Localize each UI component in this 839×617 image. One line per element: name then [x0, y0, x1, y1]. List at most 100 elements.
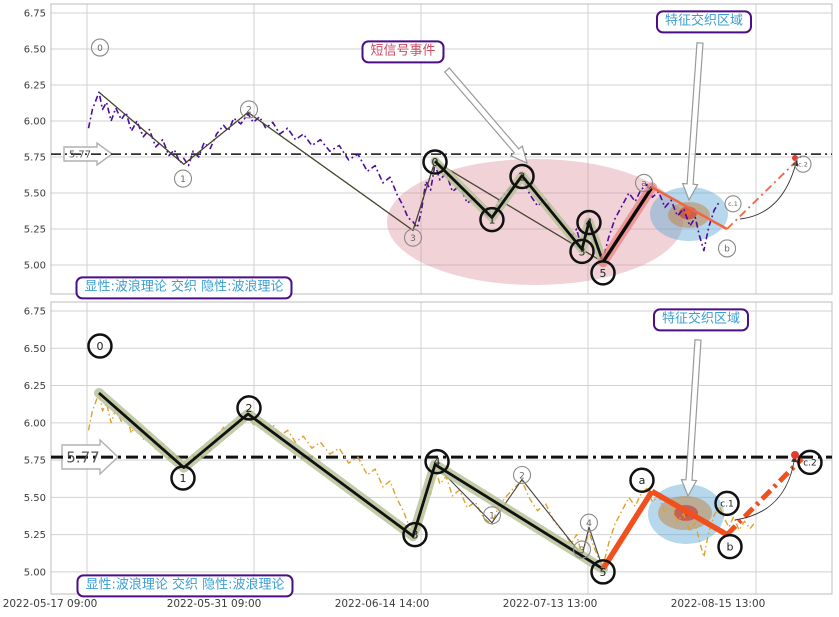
- y-tick-label: 5.00: [24, 261, 46, 272]
- wave-label-circle-2: [512, 465, 532, 485]
- lower-panel-border: [50, 301, 833, 595]
- upper-panel-border: [50, 3, 833, 295]
- wave-label-circle-c.2: [797, 449, 823, 476]
- c2-arc: [734, 454, 796, 521]
- wave-label-text: a: [639, 474, 646, 487]
- y-tick-label: 5.25: [24, 225, 46, 236]
- y-tick-label: 5.00: [24, 567, 46, 578]
- wave-label-text: 0: [96, 340, 103, 353]
- major-line: [98, 91, 604, 263]
- c2-endpoint-marker: [791, 451, 799, 459]
- wave-label-text: a: [641, 179, 647, 189]
- y-tick-label: 6.50: [24, 344, 46, 355]
- interweave-label-upper: 特征交织区域: [655, 10, 753, 34]
- x-tick-label: 2022-07-13 13:00: [503, 598, 598, 610]
- wave-label-circle-b: [717, 533, 743, 560]
- y-tick-label: 5.75: [24, 153, 46, 164]
- wave-label-text: 0: [432, 156, 439, 169]
- wave-label-text: c.2: [798, 161, 808, 169]
- wave-label-text: 2: [519, 170, 526, 183]
- wave-label-text: 3: [579, 245, 586, 258]
- x-tick-label: 2022-08-15 13:00: [671, 598, 766, 610]
- wave-label-circle-a: [634, 173, 654, 192]
- y-tick-label: 6.00: [24, 418, 46, 429]
- x-tick-label: 2022-05-31 09:00: [167, 598, 262, 610]
- wave-label-circle-c.1: [714, 490, 740, 517]
- wave-label-circle-4: [576, 209, 602, 236]
- wave-label-circle-1: [173, 169, 193, 188]
- wave-label-text: 1: [179, 472, 186, 485]
- y-tick-label: 6.75: [24, 307, 46, 318]
- legend-label-lower: 显性:波浪理论 交织 隐性:波浪理论: [76, 574, 294, 598]
- waveab-line: [651, 186, 728, 231]
- wave-label-text: 3: [411, 529, 418, 542]
- y-tick-label: 5.50: [24, 493, 46, 504]
- wave-label-text: 2: [519, 471, 525, 481]
- wave-label-circle-1: [482, 506, 502, 525]
- hline-tag-arrow-icon: [63, 141, 114, 167]
- y-tick-label: 6.00: [24, 117, 46, 128]
- wave-label-circle-3: [572, 540, 592, 559]
- interweave-arrow-icon-upper: [681, 42, 704, 202]
- wave-label-text: 3: [579, 546, 585, 556]
- short-signal-arrow-icon: [443, 67, 528, 165]
- interweave-arrow-icon-lower: [680, 339, 702, 498]
- wave-label-circle-0: [87, 333, 113, 359]
- wave-label-text: 4: [585, 216, 592, 229]
- wave-label-circle-4: [424, 448, 450, 475]
- major-line: [98, 391, 604, 571]
- wave-label-text: 1: [180, 175, 186, 185]
- wave5a-line: [601, 186, 654, 264]
- wave-label-circle-2: [236, 395, 262, 421]
- y-tick-label: 6.75: [24, 9, 46, 20]
- wave-label-circle-3: [403, 228, 423, 247]
- lower-panel-background: [51, 302, 832, 594]
- hline-tag-value: 5.77: [66, 448, 99, 466]
- sub-line: [434, 464, 604, 570]
- wave-label-circle-5: [590, 260, 616, 286]
- wave-label-circle-2: [239, 100, 259, 119]
- wave-label-text: 0: [97, 44, 103, 54]
- wave-label-text: 3: [410, 234, 416, 244]
- wave-label-circle-0: [422, 149, 448, 175]
- wave-label-circle-a: [629, 467, 655, 493]
- wave-label-circle-1: [170, 465, 196, 491]
- short-signal-label: 短信号事件: [361, 40, 445, 64]
- wave-label-text: 5: [600, 566, 607, 579]
- wave-label-text: c.2: [803, 459, 817, 469]
- y-tick-label: 6.25: [24, 381, 46, 392]
- wave-label-text: 1: [488, 214, 495, 227]
- wave-label-circle-2: [509, 163, 535, 190]
- c2-arc: [739, 158, 798, 220]
- wave-label-circle-c.1: [724, 195, 742, 213]
- c2-endpoint-marker: [792, 155, 798, 161]
- wave-label-circle-4: [579, 513, 599, 532]
- wave-label-circle-0: [90, 38, 110, 57]
- wave-label-text: c.1: [720, 500, 734, 510]
- wave-label-text: 4: [434, 456, 441, 469]
- wave-label-text: 4: [586, 519, 592, 529]
- hline-tag-value: 5.77: [69, 150, 91, 161]
- x-tick-label: 2022-06-14 14:00: [335, 598, 430, 610]
- wave-label-text: 1: [489, 512, 495, 522]
- y-tick-label: 6.25: [24, 81, 46, 92]
- wave-label-circle-5: [590, 559, 616, 585]
- hline-tag-arrow-icon: [61, 438, 120, 476]
- sub-line: [434, 160, 605, 263]
- interweave-label-lower: 特征交织区域: [652, 308, 750, 332]
- wavebc-line: [725, 456, 804, 537]
- wave-label-circle-1: [479, 206, 505, 233]
- wave-label-circle-c.2: [794, 155, 812, 173]
- wave-label-text: b: [724, 245, 730, 255]
- wave-label-circle-3: [569, 238, 595, 265]
- waveab-line: [650, 489, 729, 537]
- wave5a-line: [600, 489, 655, 571]
- wave-label-text: 5: [600, 267, 607, 280]
- x-tick-label: 2022-05-17 09:00: [3, 598, 98, 610]
- y-tick-label: 6.50: [24, 45, 46, 56]
- wave-label-text: 2: [246, 106, 252, 116]
- wave-label-circle-3: [402, 521, 428, 548]
- y-tick-label: 5.75: [24, 456, 46, 467]
- wave-label-text: 2: [245, 402, 252, 415]
